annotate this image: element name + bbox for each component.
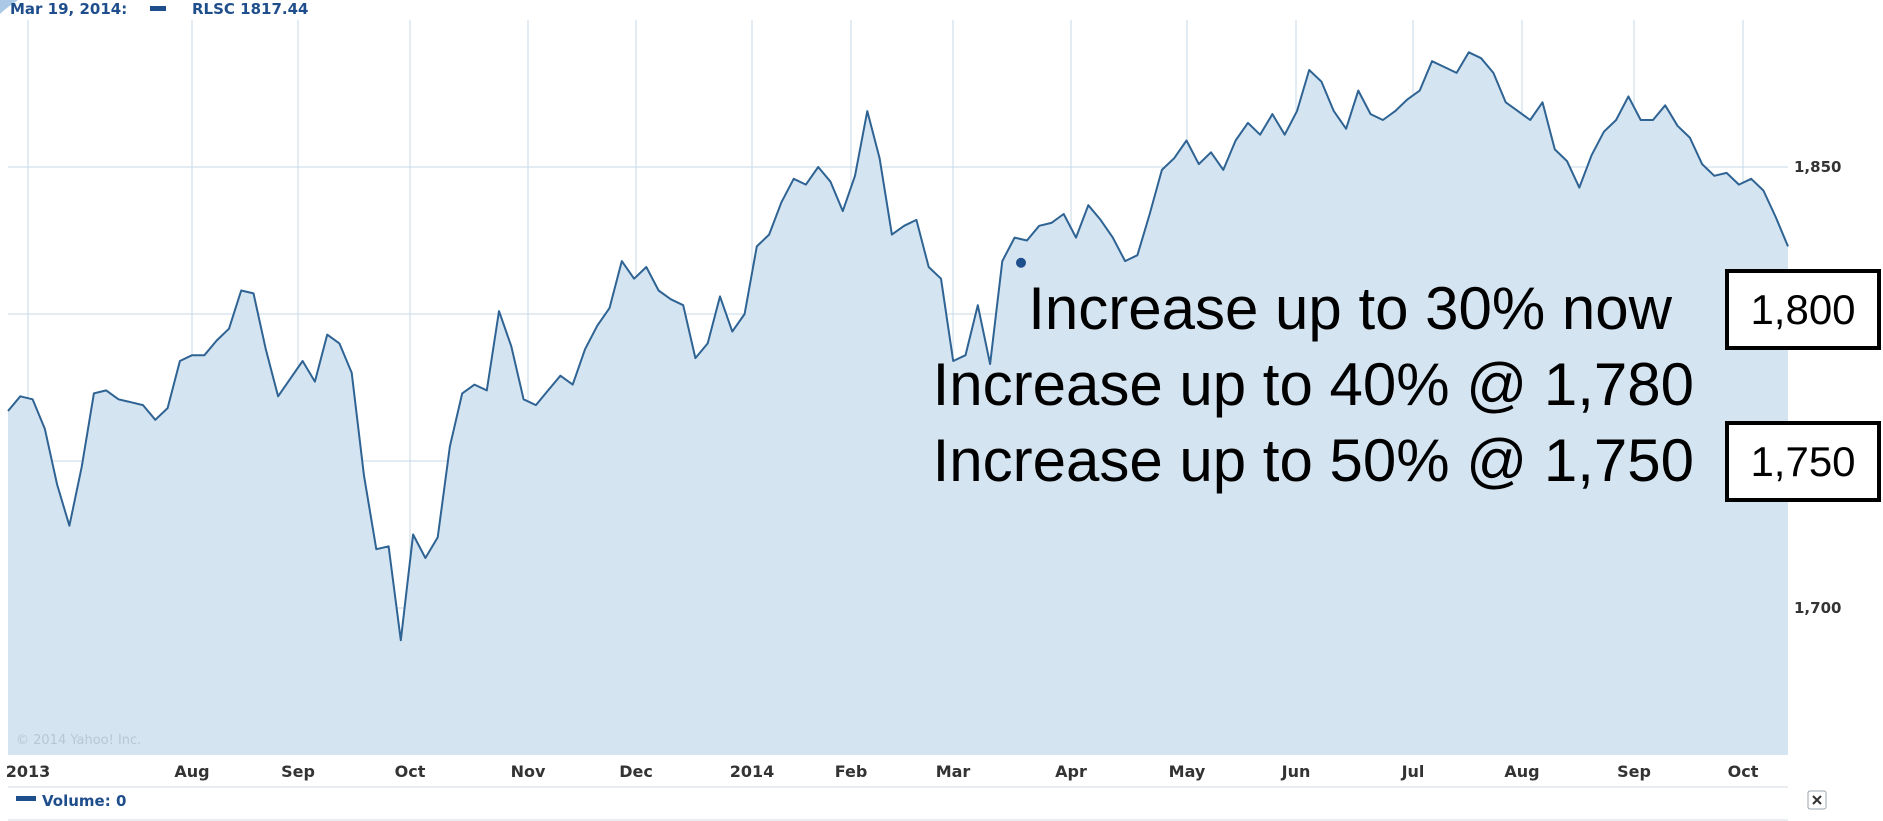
x-tick-label: May: [1169, 762, 1206, 781]
annotation-line-3: Increase up to 50% @ 1,750: [933, 427, 1694, 494]
annotation-line-1: Increase up to 30% now: [1028, 275, 1672, 342]
x-tick-label: Dec: [619, 762, 653, 781]
close-icon: [1812, 795, 1822, 805]
series-area-rlsc: [8, 52, 1788, 756]
y-axis: 1,700 1,850: [1794, 158, 1841, 617]
volume-toggle[interactable]: Volume: 0: [16, 792, 126, 810]
area-layer: [7, 51, 1789, 756]
copyright-text: © 2014 Yahoo! Inc.: [16, 733, 141, 748]
x-tick-label: 2014: [730, 762, 775, 781]
volume-swatch: [16, 796, 36, 801]
x-tick-label: Feb: [835, 762, 868, 781]
legend-swatch: [150, 6, 166, 11]
close-button[interactable]: [1807, 790, 1827, 810]
x-tick-label: Aug: [1504, 762, 1539, 781]
x-tick-label: Apr: [1055, 762, 1087, 781]
x-tick-label: 2013: [6, 762, 51, 781]
x-axis: 2013 Aug Sep Oct Nov Dec 2014 Feb Mar Apr May Jun Ju…: [6, 762, 1759, 781]
x-tick-label: Oct: [395, 762, 426, 781]
level-box-1800: 1,800: [1725, 269, 1881, 350]
x-tick-label: Sep: [281, 762, 315, 781]
x-tick-label: Nov: [511, 762, 546, 781]
y-tick-label: 1,700: [1794, 599, 1841, 617]
header-series-value: RLSC 1817.44: [192, 0, 308, 18]
level-box-1800-label: 1,800: [1750, 286, 1855, 333]
x-tick-label: Aug: [174, 762, 209, 781]
y-tick-label: 1,850: [1794, 158, 1841, 176]
header-date: Mar 19, 2014:: [10, 0, 127, 18]
annotation-line-2: Increase up to 40% @ 1,780: [933, 351, 1694, 418]
x-tick-label: Jul: [1401, 762, 1425, 781]
level-box-1750: 1,750: [1725, 421, 1881, 502]
x-tick-label: Jun: [1281, 762, 1311, 781]
level-box-1750-label: 1,750: [1750, 438, 1855, 485]
x-tick-label: Oct: [1728, 762, 1759, 781]
series-line-rlsc: [7, 51, 1789, 642]
x-tick-label: Mar: [936, 762, 971, 781]
x-tick-label: Sep: [1617, 762, 1651, 781]
volume-label: Volume: 0: [42, 792, 126, 810]
corner-swoosh: [0, 0, 18, 14]
highlight-point[interactable]: [1016, 257, 1026, 268]
chart-header: Mar 19, 2014: RLSC 1817.44: [10, 0, 308, 18]
annotation-block: Increase up to 30% now Increase up to 40…: [933, 275, 1694, 494]
